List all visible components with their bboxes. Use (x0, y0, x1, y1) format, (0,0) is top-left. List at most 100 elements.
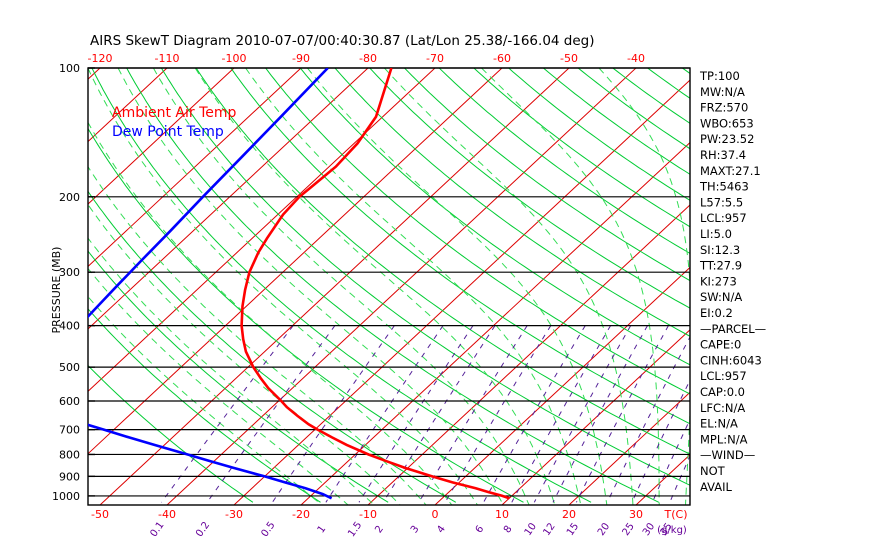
moist-adiabat-line (88, 237, 375, 505)
pressure-tick-label: 300 (59, 266, 80, 279)
mixing-ratio-line (511, 325, 612, 503)
moist-adiabat-line (88, 68, 478, 505)
info-panel-item: LI:5.0 (700, 227, 732, 241)
info-panel-item: —WIND— (700, 448, 755, 462)
mixing-ratio-tick-label: 6 (474, 524, 487, 536)
mixing-ratio-tick-label: 30 (641, 521, 657, 538)
isotherm-line (837, 68, 870, 505)
pressure-tick-label: 900 (59, 470, 80, 483)
top-axis-tick-label: -100 (222, 52, 247, 65)
info-panel-item: —PARCEL— (700, 322, 766, 336)
mixing-ratio-line (444, 325, 552, 503)
dry-adiabat-line (543, 68, 690, 175)
info-panel-item: MPL:N/A (700, 432, 748, 446)
info-panel-item: WBO:653 (700, 116, 754, 130)
info-panel-item: TP:100 (699, 69, 740, 83)
bottom-axis-tick-label: 0 (432, 508, 439, 521)
info-panel-item: KI:273 (700, 274, 737, 288)
info-panel-item: SW:N/A (700, 290, 742, 304)
pressure-axis-label: PRESSURE (MB) (50, 247, 63, 334)
mixing-ratio-tick-label: 15 (565, 521, 581, 538)
dry-adiabat-line (369, 68, 690, 309)
mixing-ratio-tick-label: 25 (621, 521, 637, 538)
dry-adiabat-line (508, 68, 690, 201)
isotherm-line (88, 68, 436, 393)
moist-adiabat-line (245, 68, 582, 505)
info-panel-item: FRZ:570 (700, 101, 748, 115)
mixing-ratio-tick-label: 1.5 (346, 520, 364, 539)
dry-adiabat-line (577, 68, 690, 150)
temperature-axis-label: T(C) (664, 508, 688, 521)
isotherm-line (88, 68, 302, 268)
mixing-ratio-line (325, 325, 444, 503)
mixing-ratio-tick-label: 2 (373, 524, 386, 536)
pressure-tick-label: 1000 (52, 490, 80, 503)
mixing-ratio-tick-label: 4 (435, 524, 448, 536)
mixing-ratio-tick-label: 0.2 (194, 520, 212, 539)
info-panel-item: NOT (700, 464, 726, 478)
moist-adiabat-line (194, 68, 556, 505)
mixing-ratio-line (382, 325, 496, 503)
info-panel-item: EL:N/A (700, 417, 738, 431)
isotherm-line (434, 266, 690, 505)
info-panel-item: TH:5463 (699, 180, 749, 194)
bottom-axis-tick-label: -20 (292, 508, 310, 521)
info-panel-item: L57:5.5 (700, 195, 743, 209)
info-panel-item: LFC:N/A (700, 401, 745, 415)
info-panel-item: CAPE:0 (700, 338, 741, 352)
moist-adiabat-line (598, 68, 690, 505)
legend-ambient-temp: Ambient Air Temp (112, 105, 237, 121)
legend-dewpoint-temp: Dew Point Temp (112, 124, 224, 140)
info-panel-item: CAP:0.0 (700, 385, 745, 399)
mixing-ratio-axis-label: (g/kg) (657, 525, 687, 536)
bottom-axis-tick-label: 10 (495, 508, 509, 521)
pressure-tick-label: 800 (59, 448, 80, 461)
bottom-axis-tick-label: -10 (359, 508, 377, 521)
info-panel-item: TT:27.9 (699, 259, 742, 273)
info-panel-item: MAXT:27.1 (700, 164, 761, 178)
info-panel-item: SI:12.3 (700, 243, 740, 257)
info-panel-item: CINH:6043 (700, 353, 762, 367)
pressure-tick-label: 500 (59, 361, 80, 374)
plot-frame (87, 67, 691, 506)
isotherm-line (501, 329, 690, 505)
moist-adiabat-line (88, 165, 427, 505)
info-panel-item: PW:23.52 (700, 132, 754, 146)
dry-adiabat-line (230, 68, 690, 425)
mixing-ratio-tick-label: 8 (502, 524, 515, 536)
info-panel-item: AVAIL (700, 480, 733, 494)
info-panel-item: MW:N/A (700, 85, 745, 99)
moist-adiabat-line (481, 68, 660, 505)
mixing-ratio-tick-label: 12 (541, 521, 557, 538)
dry-adiabat-line (438, 68, 690, 254)
dewpoint-temp-curve (88, 68, 333, 500)
pressure-tick-label: 400 (59, 320, 80, 333)
mixing-ratio-line (271, 325, 395, 503)
bottom-axis-tick-label: -50 (91, 508, 109, 521)
mixing-ratio-line (606, 335, 690, 503)
moist-adiabat-line (384, 68, 634, 505)
moist-adiabat-line (152, 68, 530, 505)
mixing-ratio-tick-label: 10 (523, 521, 539, 538)
dry-adiabat-line (334, 68, 690, 337)
dry-adiabat-line (856, 68, 870, 502)
isotherm-line (99, 68, 570, 505)
mixing-ratio-line (533, 325, 632, 503)
dry-adiabat-line (473, 68, 690, 228)
top-axis-tick-label: -50 (560, 52, 578, 65)
bottom-axis-tick-label: 30 (629, 508, 643, 521)
top-axis-tick-label: -80 (359, 52, 377, 65)
isotherm-line (233, 79, 690, 505)
page-title: AIRS SkewT Diagram 2010-07-07/00:40:30.8… (90, 33, 595, 49)
top-axis-tick-label: -60 (493, 52, 511, 65)
dry-adiabat-line (404, 68, 690, 282)
dry-adiabat-line (265, 68, 690, 395)
isotherm-line (88, 68, 235, 205)
top-axis-tick-label: -90 (292, 52, 310, 65)
mixing-ratio-tick-label: 0.5 (259, 520, 277, 539)
bottom-axis-tick-label: -30 (225, 508, 243, 521)
info-panel-item: EI:0.2 (700, 306, 733, 320)
mixing-ratio-line (418, 325, 528, 503)
